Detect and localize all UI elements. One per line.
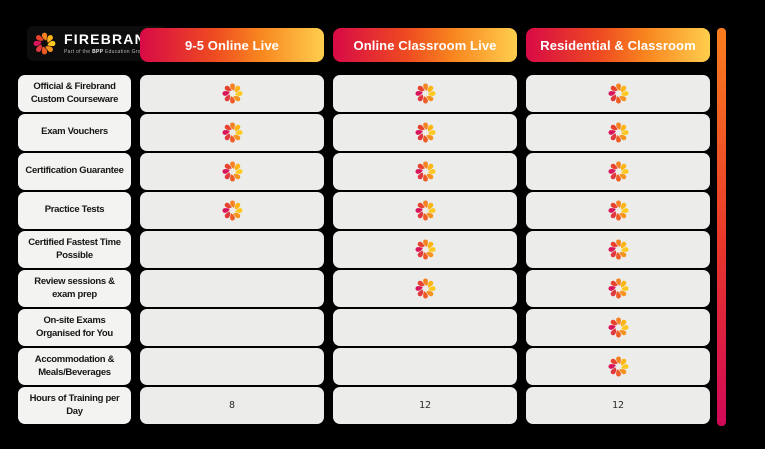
- table-row: Certification Guarantee: [18, 153, 710, 190]
- included-cell: [526, 153, 710, 190]
- flame-check-icon: [607, 317, 629, 338]
- included-cell: [333, 192, 517, 229]
- included-cell: [526, 270, 710, 307]
- hours-value-cell: 8: [140, 387, 324, 424]
- row-label: Practice Tests: [18, 192, 131, 229]
- row-label: Certified Fastest Time Possible: [18, 231, 131, 268]
- flame-check-icon: [414, 200, 436, 221]
- flame-check-icon: [607, 122, 629, 143]
- header-spacer: [18, 28, 131, 62]
- flame-check-icon: [221, 83, 243, 104]
- included-cell: [333, 153, 517, 190]
- table-row: On-site Exams Organised for You: [18, 309, 710, 346]
- not-included-cell: [333, 309, 517, 346]
- flame-check-icon: [607, 200, 629, 221]
- table-row: Review sessions & exam prep: [18, 270, 710, 307]
- flame-check-icon: [414, 122, 436, 143]
- column-header-residential-classroom: Residential & Classroom: [526, 28, 710, 62]
- comparison-table: 9-5 Online Live Online Classroom Live Re…: [18, 28, 710, 424]
- included-cell: [140, 153, 324, 190]
- flame-check-icon: [221, 122, 243, 143]
- included-cell: [333, 231, 517, 268]
- not-included-cell: [140, 309, 324, 346]
- flame-check-icon: [607, 83, 629, 104]
- column-header-online-live: 9-5 Online Live: [140, 28, 324, 62]
- brand-text: FIREBRAND Part of the BPP Education Grou…: [64, 30, 158, 56]
- table-row: Official & Firebrand Custom Courseware: [18, 75, 710, 112]
- included-cell: [140, 192, 324, 229]
- brand-name: FIREBRAND: [64, 30, 158, 47]
- flame-check-icon: [414, 161, 436, 182]
- table-header-row: 9-5 Online Live Online Classroom Live Re…: [18, 28, 710, 62]
- included-cell: [526, 231, 710, 268]
- not-included-cell: [140, 348, 324, 385]
- table-row: Hours of Training per Day 8 12 12: [18, 387, 710, 424]
- row-label: Exam Vouchers: [18, 114, 131, 151]
- flame-check-icon: [414, 239, 436, 260]
- table-row: Certified Fastest Time Possible: [18, 231, 710, 268]
- hours-value-cell: 12: [333, 387, 517, 424]
- brand-tagline: Part of the BPP Education Group: [64, 49, 147, 56]
- table-body: Official & Firebrand Custom Courseware Ex…: [18, 75, 710, 424]
- flame-check-icon: [414, 278, 436, 299]
- included-cell: [333, 270, 517, 307]
- row-label: Official & Firebrand Custom Courseware: [18, 75, 131, 112]
- flame-check-icon: [414, 83, 436, 104]
- row-label: Hours of Training per Day: [18, 387, 131, 424]
- accent-gradient-bar: [717, 28, 726, 426]
- column-header-online-classroom-live: Online Classroom Live: [333, 28, 517, 62]
- included-cell: [526, 75, 710, 112]
- flame-check-icon: [221, 161, 243, 182]
- included-cell: [526, 114, 710, 151]
- included-cell: [526, 192, 710, 229]
- not-included-cell: [140, 270, 324, 307]
- included-cell: [333, 75, 517, 112]
- included-cell: [140, 114, 324, 151]
- hours-value: 8: [228, 400, 236, 411]
- included-cell: [140, 75, 324, 112]
- included-cell: [526, 348, 710, 385]
- table-row: Accommodation & Meals/Beverages: [18, 348, 710, 385]
- row-label: Certification Guarantee: [18, 153, 131, 190]
- not-included-cell: [140, 231, 324, 268]
- row-label: On-site Exams Organised for You: [18, 309, 131, 346]
- included-cell: [333, 114, 517, 151]
- row-label: Accommodation & Meals/Beverages: [18, 348, 131, 385]
- hours-value: 12: [611, 400, 625, 411]
- flame-check-icon: [607, 239, 629, 260]
- hours-value: 12: [418, 400, 432, 411]
- flame-check-icon: [607, 161, 629, 182]
- flame-check-icon: [607, 356, 629, 377]
- row-label: Review sessions & exam prep: [18, 270, 131, 307]
- hours-value-cell: 12: [526, 387, 710, 424]
- flame-check-icon: [221, 200, 243, 221]
- table-row: Exam Vouchers: [18, 114, 710, 151]
- flame-check-icon: [607, 278, 629, 299]
- table-row: Practice Tests: [18, 192, 710, 229]
- included-cell: [526, 309, 710, 346]
- not-included-cell: [333, 348, 517, 385]
